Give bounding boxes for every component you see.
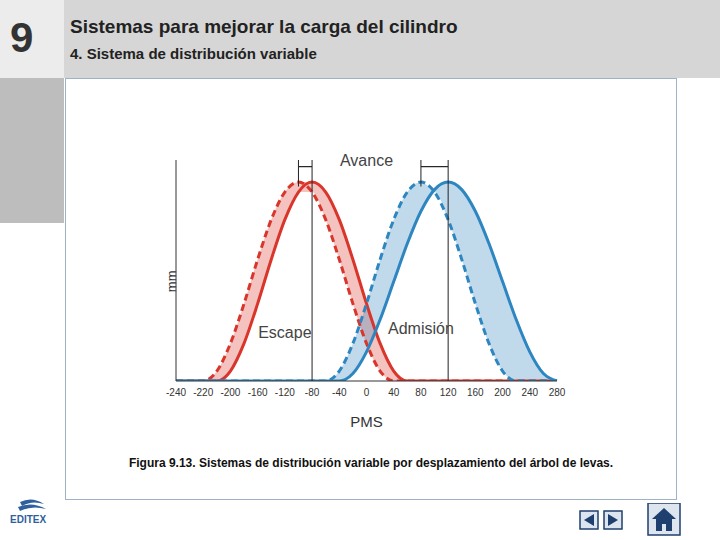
- svg-text:-160: -160: [248, 387, 268, 398]
- svg-text:280: 280: [549, 387, 566, 398]
- svg-text:-120: -120: [275, 387, 295, 398]
- svg-text:PMS: PMS: [350, 413, 383, 430]
- html-text:Sistemas para mejorar la carga: Sistemas para mejorar la carga del cilin…: [70, 16, 458, 37]
- svg-text:Admisión: Admisión: [388, 320, 454, 337]
- svg-text:160: 160: [467, 387, 484, 398]
- svg-text:-80: -80: [305, 387, 320, 398]
- svg-text:-220: -220: [193, 387, 213, 398]
- html-text:EDITEX: EDITEX: [10, 514, 47, 525]
- svg-text:120: 120: [440, 387, 457, 398]
- svg-text:200: 200: [494, 387, 511, 398]
- html-text:9: 9: [10, 14, 34, 61]
- svg-text:Escape: Escape: [258, 324, 311, 341]
- svg-text:0: 0: [364, 387, 370, 398]
- svg-text:-240: -240: [166, 387, 186, 398]
- svg-text:40: 40: [388, 387, 400, 398]
- svg-text:80: 80: [415, 387, 427, 398]
- html-text:4. Sistema de distribución var: 4. Sistema de distribución variable: [70, 45, 317, 62]
- svg-text:240: 240: [521, 387, 538, 398]
- html-text:Figura 9.13. Sistemas de distr: Figura 9.13. Sistemas de distribución va…: [128, 456, 614, 470]
- svg-text:-40: -40: [332, 387, 347, 398]
- svg-text:mm: mm: [164, 271, 179, 293]
- svg-text:-200: -200: [220, 387, 240, 398]
- svg-text:Avance: Avance: [340, 152, 393, 169]
